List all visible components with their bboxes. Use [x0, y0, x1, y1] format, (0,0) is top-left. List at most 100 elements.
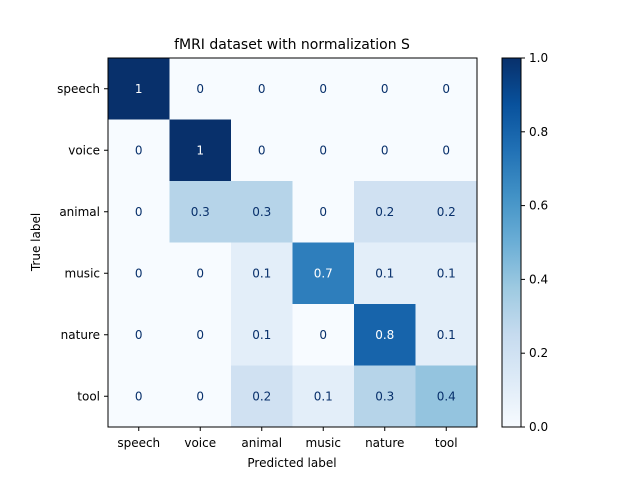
x-axis-label: Predicted label	[247, 456, 336, 470]
cell-value-label-r2-c3: 0	[319, 205, 327, 219]
cell-value-label-r0-c1: 0	[196, 82, 204, 96]
heatmap-cell-r3-c5	[415, 242, 478, 305]
heatmap-cell-r2-c1	[169, 181, 232, 243]
cell-value-label-r4-c5: 0.1	[437, 328, 456, 342]
heatmap-cell-r4-c5	[415, 304, 478, 366]
heatmap-cell-r4-c4	[354, 304, 416, 366]
heatmap-cell-r2-c5	[415, 181, 478, 243]
heatmap-cell-r5-c2	[231, 365, 293, 428]
heatmap-cell-r0-c4	[354, 58, 416, 120]
cell-value-label-r3-c4: 0.1	[375, 266, 394, 280]
cell-value-label-r5-c1: 0	[196, 389, 204, 403]
colorbar-tick-label-4: 0.8	[529, 125, 548, 139]
cell-value-label-r5-c4: 0.3	[375, 389, 394, 403]
heatmap-cell-r3-c2	[231, 242, 293, 305]
cell-value-label-r1-c1: 1	[196, 143, 204, 157]
y-tick-label-1: voice	[68, 143, 100, 157]
colorbar-tick-label-2: 0.4	[529, 272, 548, 286]
heatmap-cell-r3-c4	[354, 242, 416, 305]
heatmap-cell-r2-c0	[108, 181, 170, 243]
heatmap-cell-r1-c3	[292, 119, 355, 182]
cell-value-label-r5-c2: 0.2	[252, 389, 271, 403]
cell-value-label-r4-c1: 0	[196, 328, 204, 342]
cell-value-label-r1-c2: 0	[258, 143, 266, 157]
cell-value-label-r4-c4: 0.8	[375, 328, 394, 342]
heatmap-cell-r5-c1	[169, 365, 232, 428]
cell-value-label-r2-c0: 0	[135, 205, 143, 219]
y-tick-label-5: tool	[77, 389, 100, 403]
heatmap-cell-r4-c2	[231, 304, 293, 366]
cell-value-label-r3-c3: 0.7	[314, 266, 333, 280]
heatmap-cell-r5-c3	[292, 365, 355, 428]
y-axis-label: True label	[29, 213, 43, 272]
x-tick-label-0: speech	[117, 436, 160, 450]
colorbar-tick-label-0: 0.0	[529, 420, 548, 434]
heatmap-cell-r3-c1	[169, 242, 232, 305]
chart-title: fMRI dataset with normalization S	[174, 37, 410, 53]
x-tick-label-2: animal	[241, 436, 282, 450]
colorbar	[501, 57, 522, 428]
heatmap-cell-r3-c3	[292, 242, 355, 305]
cell-value-label-r1-c4: 0	[381, 143, 389, 157]
cell-value-label-r2-c4: 0.2	[375, 205, 394, 219]
heatmap-cell-r0-c3	[292, 58, 355, 120]
cell-value-label-r5-c0: 0	[135, 389, 143, 403]
heatmap-cell-r2-c2	[231, 181, 293, 243]
cell-value-label-r1-c5: 0	[442, 143, 450, 157]
cell-value-label-r0-c2: 0	[258, 82, 266, 96]
heatmap-cell-r3-c0	[108, 242, 170, 305]
cell-value-label-r2-c5: 0.2	[437, 205, 456, 219]
colorbar-ticks: 0.0 0.2 0.4 0.6 0.8 1.0	[521, 51, 548, 434]
heatmap-cell-r1-c4	[354, 119, 416, 182]
heatmap-cell-r0-c5	[415, 58, 478, 120]
cell-value-label-r4-c2: 0.1	[252, 328, 271, 342]
x-tick-label-5: tool	[435, 436, 458, 450]
heatmap-cell-r1-c0	[108, 119, 170, 182]
heatmap-cell-r4-c1	[169, 304, 232, 366]
x-tick-label-1: voice	[184, 436, 216, 450]
y-tick-label-2: animal	[59, 205, 100, 219]
heatmap-cell-labels: 1 0 0 0 0 0 0 1 0 0 0 0 0 0.3 0.3 0 0.2 0.2 0 0 0.1 0.7 0.1 0.1…	[135, 82, 456, 404]
cell-value-label-r4-c0: 0	[135, 328, 143, 342]
heatmap-cell-r1-c5	[415, 119, 478, 182]
heatmap-cell-r2-c3	[292, 181, 355, 243]
x-tick-label-3: music	[306, 436, 341, 450]
cell-value-label-r3-c2: 0.1	[252, 266, 271, 280]
heatmap-cell-r5-c0	[108, 365, 170, 428]
colorbar-tick-label-5: 1.0	[529, 51, 548, 65]
cell-value-label-r0-c0: 1	[135, 82, 143, 96]
cell-value-label-r5-c5: 0.4	[437, 389, 456, 403]
heatmap-cell-r0-c0	[108, 58, 170, 120]
colorbar-tick-label-1: 0.2	[529, 346, 548, 360]
plot-frame	[107, 57, 478, 428]
heatmap-cell-r1-c1	[169, 119, 232, 182]
y-tick-label-3: music	[65, 266, 100, 280]
y-axis-ticks: speech voice animal music nature tool	[57, 82, 108, 403]
cell-value-label-r4-c3: 0	[319, 328, 327, 342]
cell-value-label-r0-c4: 0	[381, 82, 389, 96]
x-axis-ticks: speech voice animal music nature tool	[117, 427, 458, 450]
cell-value-label-r3-c1: 0	[196, 266, 204, 280]
colorbar-tick-label-3: 0.6	[529, 199, 548, 213]
y-tick-label-0: speech	[57, 82, 100, 96]
heatmap-cell-r0-c2	[231, 58, 293, 120]
heatmap-cell-r5-c4	[354, 365, 416, 428]
cell-value-label-r3-c5: 0.1	[437, 266, 456, 280]
cell-value-label-r2-c2: 0.3	[252, 205, 271, 219]
cell-value-label-r5-c3: 0.1	[314, 389, 333, 403]
cell-value-label-r0-c5: 0	[442, 82, 450, 96]
cell-value-label-r1-c3: 0	[319, 143, 327, 157]
heatmap-cells	[108, 58, 478, 428]
y-tick-label-4: nature	[61, 328, 100, 342]
cell-value-label-r1-c0: 0	[135, 143, 143, 157]
x-tick-label-4: nature	[365, 436, 404, 450]
heatmap-cell-r0-c1	[169, 58, 232, 120]
cell-value-label-r3-c0: 0	[135, 266, 143, 280]
heatmap-cell-r2-c4	[354, 181, 416, 243]
cell-value-label-r2-c1: 0.3	[191, 205, 210, 219]
heatmap-cell-r5-c5	[415, 365, 478, 428]
heatmap-cell-r4-c3	[292, 304, 355, 366]
heatmap-cell-r1-c2	[231, 119, 293, 182]
heatmap-cell-r4-c0	[108, 304, 170, 366]
